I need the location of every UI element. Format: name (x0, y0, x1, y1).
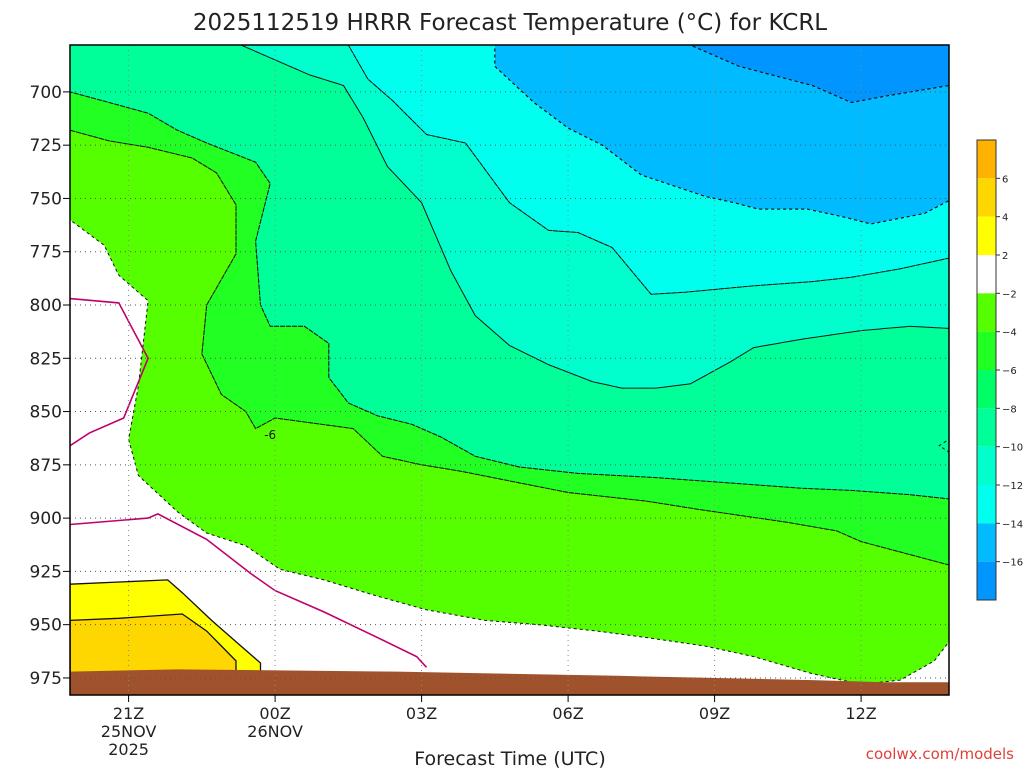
grid-layer (69, 44, 950, 696)
colorbar-bin-9 (977, 485, 996, 524)
colorbar-bin-7 (977, 408, 996, 447)
colorbar-label-9: −14 (1002, 519, 1023, 530)
x-tick-sublabel-0-0: 25NOV (101, 722, 157, 741)
colorbar-bin-8 (977, 446, 996, 485)
colorbar-bin-11 (977, 561, 996, 600)
y-tick-label-875: 875 (30, 456, 62, 476)
y-tick-label-950: 950 (30, 616, 62, 636)
colorbar-label-1: 4 (1002, 213, 1008, 224)
colorbar-label-4: −4 (1002, 328, 1017, 339)
temp-region-4 (70, 45, 949, 499)
colorbar-bin-10 (977, 523, 996, 562)
x-tick-label-5: 12Z (845, 704, 876, 723)
colorbar-bin-2 (977, 216, 996, 255)
y-tick-label-825: 825 (30, 349, 62, 369)
ground-surface (70, 669, 949, 695)
colorbar-legend: 6 4 2 −2 −4 −6 −8 −10 −12 −14 −16 (976, 139, 1023, 601)
credit-link[interactable]: coolwx.com/models (866, 745, 1014, 763)
chart-title: 2025112519 HRRR Forecast Temperature (°C… (193, 10, 827, 36)
colorbar-label-8: −12 (1002, 481, 1023, 492)
colorbar-bin-1 (977, 178, 996, 217)
x-tick-sublabel-0-1: 2025 (108, 740, 149, 759)
temp-region-5 (70, 91, 949, 566)
contour-line-5 (70, 91, 949, 566)
zero-degree-line-0 (70, 297, 149, 447)
y-tick-label-975: 975 (30, 669, 62, 689)
colorbar-label-3: −2 (1002, 289, 1017, 300)
y-tick-label-750: 750 (30, 189, 62, 209)
colorbar-label-7: −10 (1002, 443, 1023, 454)
temp-region-1 (494, 45, 949, 224)
x-tick-label-1: 00Z (259, 704, 290, 723)
contour-line-2 (347, 45, 949, 295)
colorbar-bin-5 (977, 331, 996, 370)
colorbar-bin-4 (977, 293, 996, 332)
y-tick-label-900: 900 (30, 509, 62, 529)
x-tick-sublabel-1-0: 26NOV (247, 722, 303, 741)
colorbar-label-5: −6 (1002, 366, 1017, 377)
colorbar-label-2: 2 (1002, 251, 1008, 262)
colorbar-label-10: −16 (1002, 558, 1023, 569)
contour-line-0 (689, 45, 949, 104)
y-tick-label-850: 850 (30, 403, 62, 423)
x-tick-label-4: 09Z (699, 704, 730, 723)
colorbar-label-6: −8 (1002, 404, 1017, 415)
colorbar-label-0: 6 (1002, 174, 1008, 185)
y-tick-label-775: 775 (30, 243, 62, 263)
x-tick-label-0: 21Z (113, 704, 144, 723)
y-tick-label-800: 800 (30, 296, 62, 316)
colorbar-bin-6 (977, 370, 996, 409)
x-tick-label-3: 06Z (552, 704, 583, 723)
x-axis-title: Forecast Time (UTC) (414, 748, 605, 768)
y-tick-label-700: 700 (30, 83, 62, 103)
colorbar-bin-0 (977, 140, 996, 179)
y-tick-label-925: 925 (30, 562, 62, 582)
y-axis: 700 725 750 775 800 825 850 875 900 925 950 975 (30, 83, 70, 689)
x-tick-label-2: 03Z (406, 704, 437, 723)
plot-frame (69, 44, 950, 696)
plot-area: -6 (70, 45, 949, 695)
zero-degree-line-1 (70, 513, 428, 668)
y-tick-label-725: 725 (30, 136, 62, 156)
temp-region-0 (690, 45, 949, 103)
contour-label-0: -6 (264, 428, 276, 442)
colorbar-bin-3 (977, 255, 996, 294)
temp-region-3 (148, 45, 949, 389)
temp-region-2 (348, 45, 949, 295)
temp-region-6 (70, 130, 949, 685)
contour-line-6 (70, 129, 949, 685)
